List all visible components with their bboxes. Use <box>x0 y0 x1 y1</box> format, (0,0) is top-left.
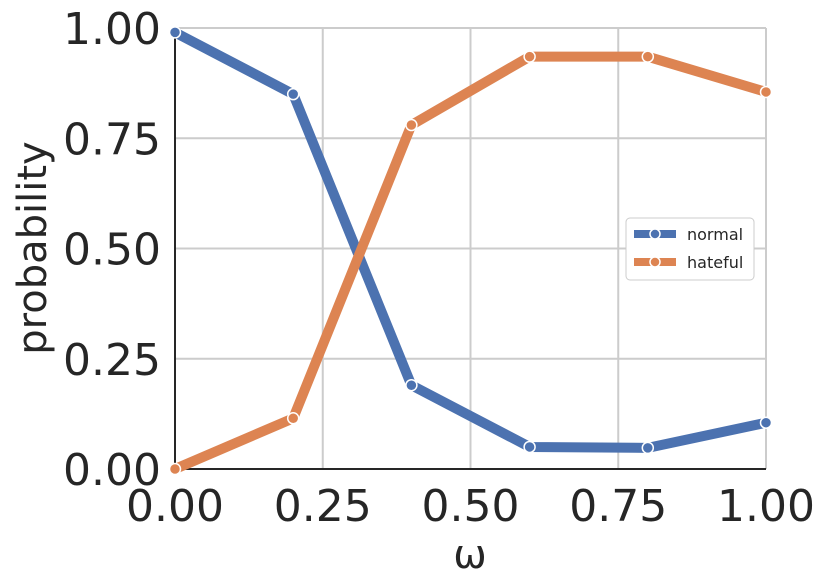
point-normal-4 <box>641 441 655 455</box>
x-tick-label-2: 0.50 <box>422 481 520 532</box>
point-hateful-5 <box>759 85 773 99</box>
point-normal-1 <box>286 87 300 101</box>
point-normal-5 <box>759 416 773 429</box>
point-normal-2 <box>405 378 418 392</box>
legend-label-hateful: hateful <box>687 253 743 272</box>
point-normal-3 <box>523 440 536 454</box>
y-tick-label-4: 1.00 <box>63 4 161 55</box>
legend-marker-hateful <box>649 256 661 268</box>
series-lines <box>168 26 773 476</box>
legend-marker-normal <box>649 228 661 240</box>
series-line-normal <box>172 27 768 453</box>
point-hateful-3 <box>523 50 536 63</box>
grid-lines <box>175 27 767 469</box>
tick-labels: 0.00 0.25 0.50 0.75 1.00 0.00 0.25 0.50 0.75 1.00 <box>63 4 815 532</box>
x-axis-label: ω <box>453 532 487 578</box>
legend-label-normal: normal <box>687 225 743 244</box>
series-line-hateful <box>173 51 768 474</box>
point-hateful-2 <box>405 118 418 132</box>
x-tick-label-3: 0.75 <box>569 481 667 532</box>
legend: normal hateful <box>625 217 755 281</box>
x-tick-label-0: 0.00 <box>126 481 224 532</box>
x-tick-label-4: 1.00 <box>717 481 815 532</box>
point-hateful-0 <box>168 462 182 476</box>
y-tick-label-0: 0.00 <box>63 445 161 496</box>
y-tick-label-1: 0.25 <box>63 335 161 386</box>
y-tick-label-2: 0.50 <box>63 225 161 276</box>
point-hateful-4 <box>641 50 655 63</box>
y-tick-label-3: 0.75 <box>63 114 161 165</box>
point-hateful-1 <box>286 412 300 425</box>
point-normal-0 <box>168 26 182 39</box>
axes <box>174 28 766 470</box>
y-axis-label: probability <box>10 141 56 354</box>
x-tick-label-1: 0.25 <box>274 481 372 532</box>
